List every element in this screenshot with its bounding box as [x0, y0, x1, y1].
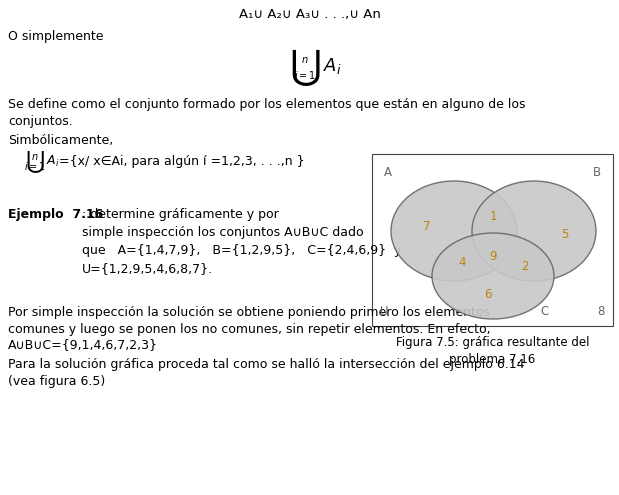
Text: A: A: [384, 166, 392, 179]
Text: $\bigcup$: $\bigcup$: [289, 48, 321, 89]
Text: Por simple inspección la solución se obtiene poniendo primero los elementos
comu: Por simple inspección la solución se obt…: [8, 306, 491, 336]
Text: 7: 7: [423, 219, 431, 233]
Text: $\mathit{A}_i$: $\mathit{A}_i$: [46, 153, 59, 169]
Text: : determine gráficamente y por
simple inspección los conjuntos A∪B∪C dado
que   : : determine gráficamente y por simple in…: [82, 208, 402, 275]
Text: $\bigcup$: $\bigcup$: [25, 149, 45, 175]
Text: Figura 7.5: gráfica resultante del
problema 7.16: Figura 7.5: gráfica resultante del probl…: [396, 336, 589, 366]
Text: B: B: [593, 166, 601, 179]
Text: $i=1$: $i=1$: [294, 69, 316, 81]
Text: ={x/ x∈Ai, para algún í =1,2,3, . . .,n }: ={x/ x∈Ai, para algún í =1,2,3, . . .,n …: [59, 154, 305, 167]
Text: U: U: [380, 305, 389, 318]
Text: 8: 8: [597, 305, 605, 318]
Ellipse shape: [432, 233, 554, 319]
Text: Ejemplo  7.16: Ejemplo 7.16: [8, 208, 103, 221]
Text: $\mathit{A}_i$: $\mathit{A}_i$: [323, 56, 342, 76]
Text: C: C: [540, 305, 548, 318]
Text: 4: 4: [458, 255, 465, 268]
Bar: [372, 154, 613, 326]
Text: Para la solución gráfica proceda tal como se halló la intersección del ejemplo 6: Para la solución gráfica proceda tal com…: [8, 358, 524, 388]
Text: 1: 1: [489, 209, 497, 222]
Text: A∪B∪C={9,1,4,6,7,2,3}: A∪B∪C={9,1,4,6,7,2,3}: [8, 338, 158, 351]
Text: $n$: $n$: [31, 152, 39, 162]
Text: 6: 6: [484, 288, 491, 300]
Text: Simbólicamente,: Simbólicamente,: [8, 134, 113, 147]
Text: 2: 2: [521, 260, 529, 274]
Text: $n$: $n$: [301, 55, 309, 65]
Ellipse shape: [472, 181, 596, 281]
Text: A₁∪ A₂∪ A₃∪ . . .,∪ An: A₁∪ A₂∪ A₃∪ . . .,∪ An: [238, 8, 381, 21]
Text: 9: 9: [489, 249, 497, 262]
Text: O simplemente: O simplemente: [8, 30, 103, 43]
Text: Se define como el conjunto formado por los elementos que están en alguno de los
: Se define como el conjunto formado por l…: [8, 98, 526, 128]
Text: $i=1$: $i=1$: [24, 160, 46, 172]
Text: 5: 5: [561, 228, 569, 241]
Ellipse shape: [391, 181, 517, 281]
